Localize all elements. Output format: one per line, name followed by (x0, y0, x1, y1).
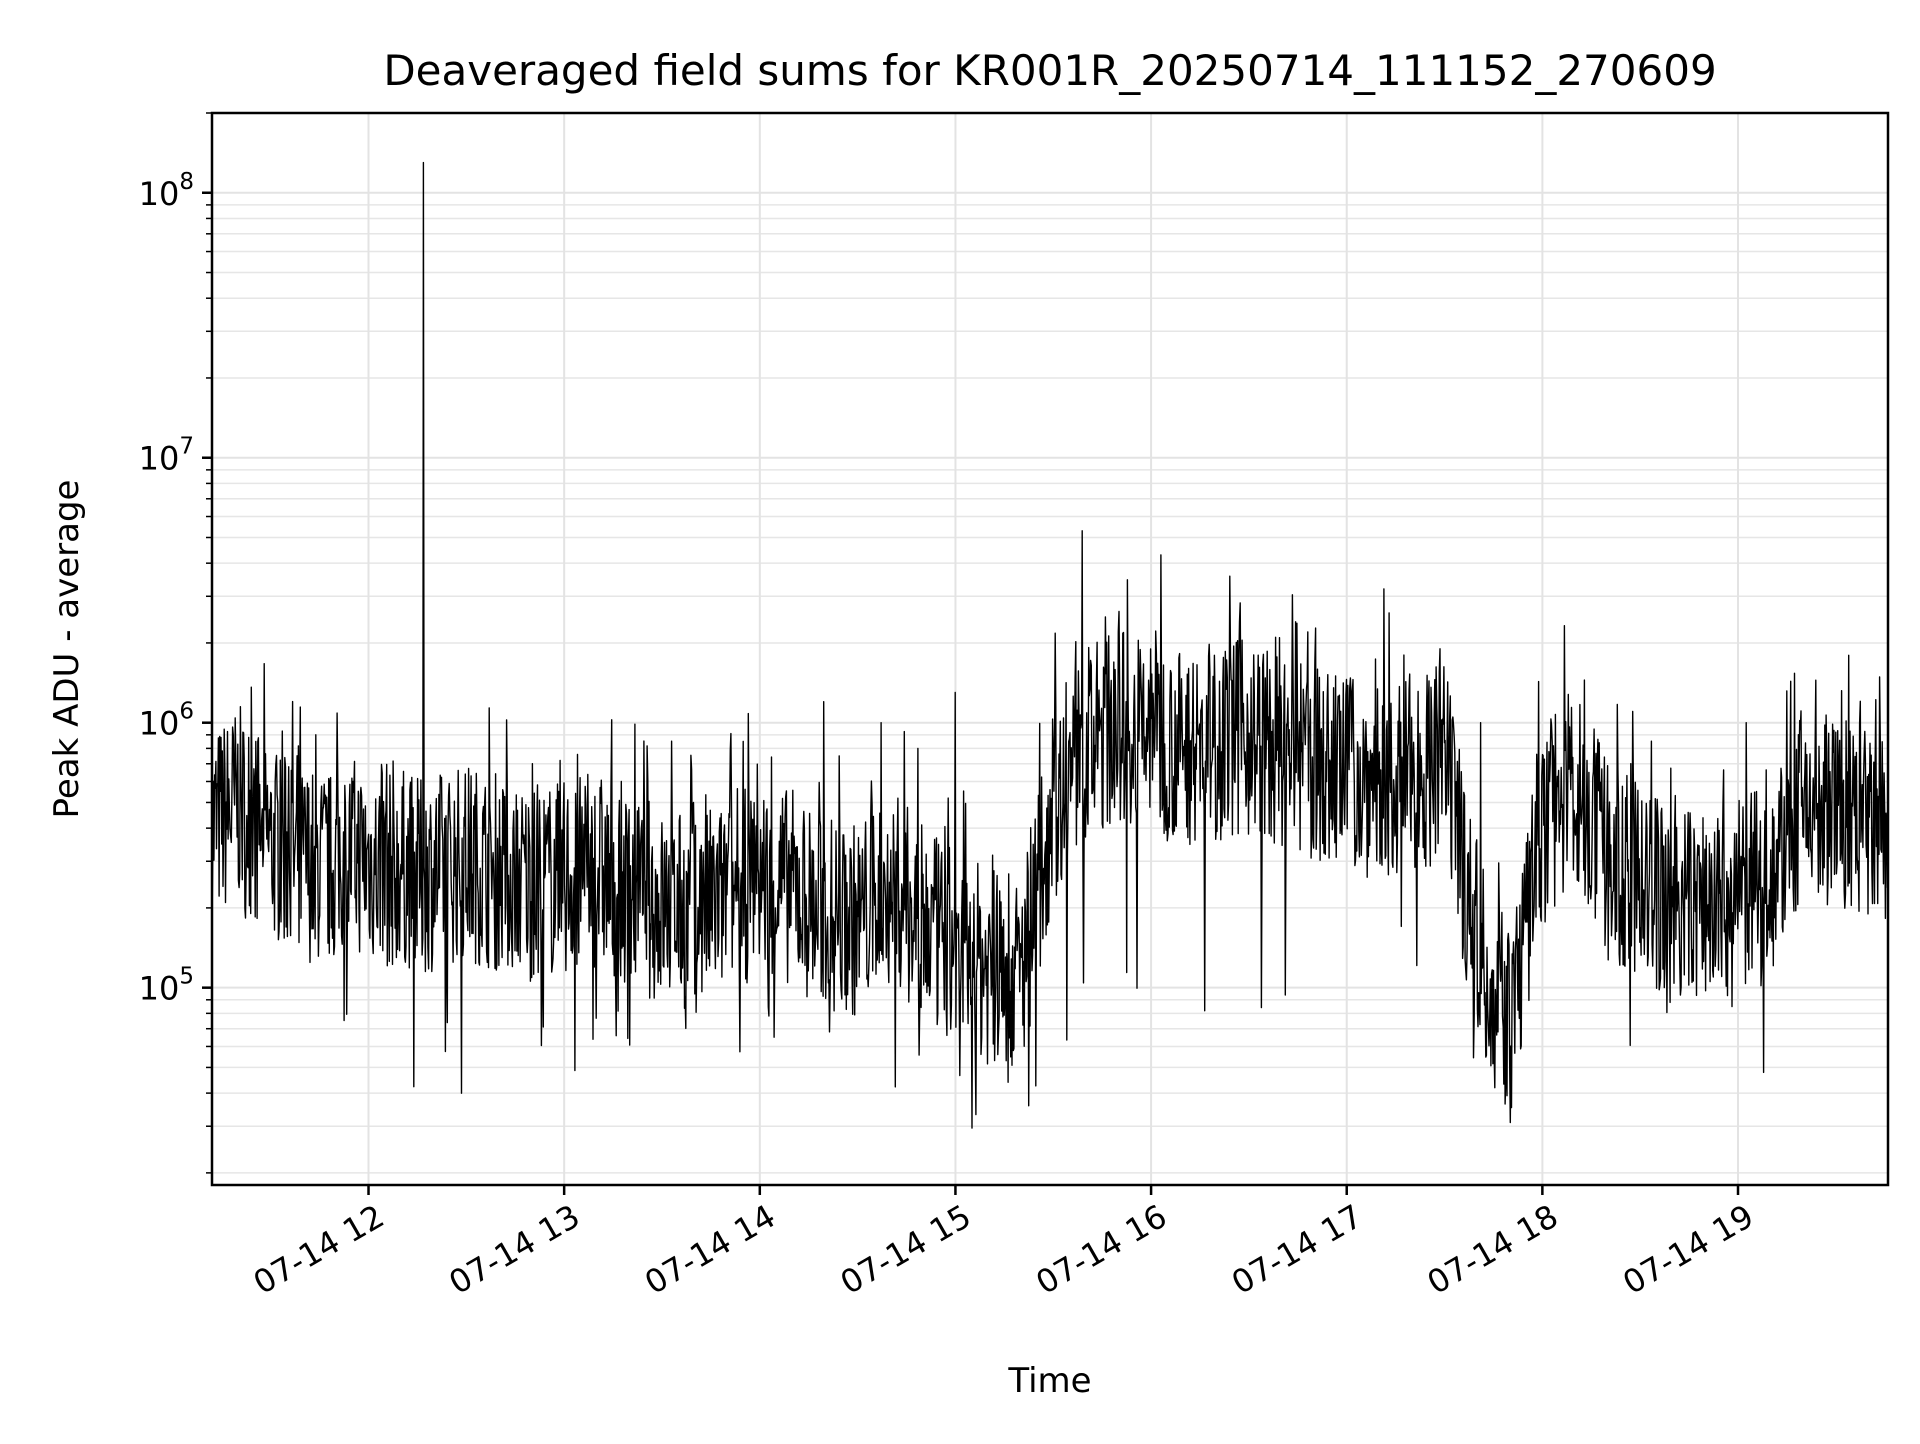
data-series-layer (211, 161, 1889, 1129)
y-tick-label: 106 (139, 699, 194, 743)
y-axis-ticks: 105 106 107 108 (139, 112, 212, 1174)
y-axis-label: Peak ADU - average (47, 480, 87, 819)
chart-title: Deaveraged field sums for KR001R_2025071… (383, 46, 1716, 95)
series-line (211, 161, 1889, 1129)
x-axis-label: Time (1007, 1361, 1091, 1401)
plot-frame (210, 111, 1890, 1187)
y-tick-label: 108 (139, 169, 194, 213)
y-tick-label: 107 (139, 434, 194, 478)
y-tick-label: 105 (139, 964, 194, 1008)
